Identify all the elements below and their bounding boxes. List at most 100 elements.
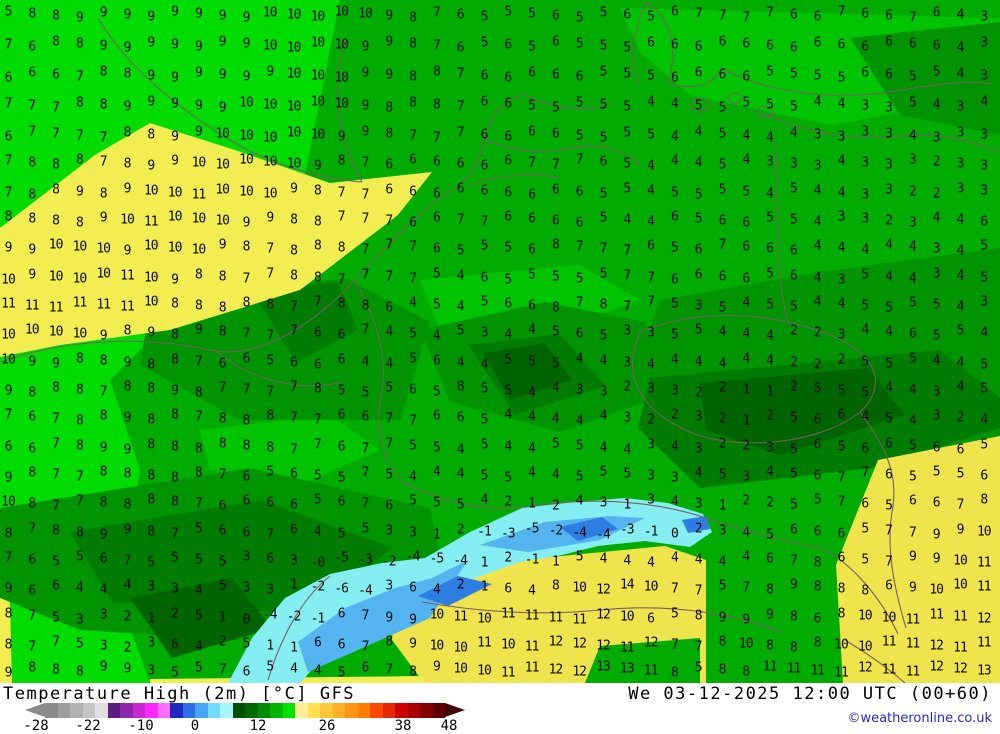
temperature-value: 9: [337, 129, 346, 145]
temperature-value: 5: [409, 438, 417, 454]
temperature-value: 2: [837, 352, 846, 368]
temperature-value: 3: [647, 492, 655, 508]
temperature-value: 6: [4, 439, 13, 455]
temperature-value: 9: [194, 98, 203, 114]
temperature-value: 6: [932, 440, 941, 456]
temperature-value: 5: [528, 6, 536, 22]
temperature-value: 6: [409, 580, 417, 596]
temperature-value: 7: [218, 662, 227, 678]
temperature-value: 5: [670, 327, 679, 343]
temperature-value: 4: [956, 212, 965, 228]
temperature-value: 7: [75, 493, 84, 509]
temperature-value: 7: [861, 465, 869, 481]
temperature-value: 6: [504, 129, 512, 145]
temperature-value: 8: [75, 152, 84, 168]
temperature-value: 8: [52, 380, 60, 396]
scale-tick-label: 48: [440, 718, 458, 734]
temperature-value: -3: [500, 526, 516, 542]
temperature-value: 8: [242, 438, 251, 454]
temperature-value: 4: [956, 40, 965, 56]
temperature-value: 5: [432, 495, 441, 511]
temperature-value: 6: [361, 409, 370, 425]
temperature-value: 4: [647, 357, 655, 373]
temperature-value: 6: [242, 469, 251, 485]
temperature-value: 6: [242, 525, 251, 541]
copyright-link[interactable]: ©weatheronline.co.uk: [847, 711, 992, 726]
temperature-value: 4: [670, 439, 679, 455]
temperature-value: 3: [861, 155, 869, 171]
region-blue-alps-west: [298, 560, 468, 672]
temperature-value: 6: [480, 158, 489, 174]
temperature-value: 9: [242, 215, 251, 231]
temperature-value: 9: [123, 661, 132, 677]
temperature-value: 8: [123, 156, 132, 172]
temperature-value: 4: [932, 353, 941, 369]
temperature-value: 5: [575, 36, 584, 52]
temperature-value: 2: [956, 410, 965, 426]
temperature-value: 5: [694, 98, 703, 114]
temperature-value: 5: [861, 552, 869, 568]
temperature-value: 3: [623, 355, 631, 371]
temperature-value: 6: [480, 94, 489, 110]
temperature-value: -4: [262, 607, 278, 623]
temperature-value: 4: [742, 351, 750, 367]
temperature-value: 8: [28, 155, 36, 171]
temperature-value: 7: [385, 237, 393, 253]
temperature-value: 7: [694, 583, 703, 599]
temperature-value: 6: [242, 664, 251, 680]
scale-left-arrow-icon: [25, 703, 45, 717]
temperature-value: 7: [4, 153, 13, 169]
temperature-value: 8: [147, 412, 155, 428]
temperature-value: 8: [75, 413, 84, 429]
temperature-value: 6: [908, 493, 917, 509]
temperature-value: 6: [28, 583, 36, 599]
temperature-value: 3: [932, 266, 941, 282]
temperature-value: 5: [718, 126, 727, 142]
temperature-value: 7: [575, 295, 584, 311]
temperature-value: 6: [504, 153, 512, 169]
temperature-value: 8: [290, 243, 298, 259]
temperature-value: 7: [313, 294, 322, 310]
temperature-value: 4: [742, 326, 750, 342]
temperature-value: 7: [290, 442, 298, 458]
temperature-value: 9: [99, 210, 108, 226]
scale-segment: [357, 703, 370, 718]
temperature-value: 2: [813, 325, 822, 341]
temperature-value: 4: [647, 158, 655, 174]
temperature-value: 3: [718, 523, 727, 539]
temperature-value: -5: [334, 550, 349, 566]
temperature-value: 6: [670, 37, 679, 53]
temperature-value: 7: [647, 294, 655, 310]
temperature-value: 11: [24, 298, 40, 314]
temperature-value: 8: [147, 381, 155, 397]
temperature-value: 9: [99, 5, 108, 21]
temperature-value: 3: [147, 663, 155, 679]
temperature-value: 2: [694, 521, 703, 537]
temperature-value: 10: [953, 553, 968, 569]
temperature-value: 7: [4, 407, 13, 423]
temperature-value: 3: [837, 209, 846, 225]
temperature-value: 9: [313, 158, 322, 174]
temperature-value: 4: [956, 379, 965, 395]
map-title: Temperature High (2m) [°C] GFS: [3, 684, 356, 704]
temperature-value: 6: [171, 637, 179, 653]
temperature-value: 12: [596, 607, 611, 623]
temperature-value: 7: [52, 411, 60, 427]
temperature-value: 10: [143, 238, 159, 254]
temperature-value: 3: [766, 440, 774, 456]
temperature-value: 10: [96, 266, 111, 282]
temperature-value: 7: [52, 498, 60, 514]
temperature-value: 8: [266, 408, 274, 424]
temperature-value: 5: [194, 521, 203, 537]
temperature-value: 6: [551, 34, 560, 50]
temperature-value: 5: [599, 38, 608, 54]
temperature-value: 4: [789, 125, 798, 141]
temperature-value: 4: [694, 155, 703, 171]
temperature-value: 10: [24, 322, 40, 338]
temperature-value: 5: [599, 130, 608, 146]
temperature-value: 5: [480, 9, 489, 25]
temperature-value: 11: [143, 214, 159, 230]
temperature-value: 5: [718, 300, 727, 316]
temperature-value: 5: [551, 100, 560, 116]
temperature-value: 4: [456, 442, 465, 458]
